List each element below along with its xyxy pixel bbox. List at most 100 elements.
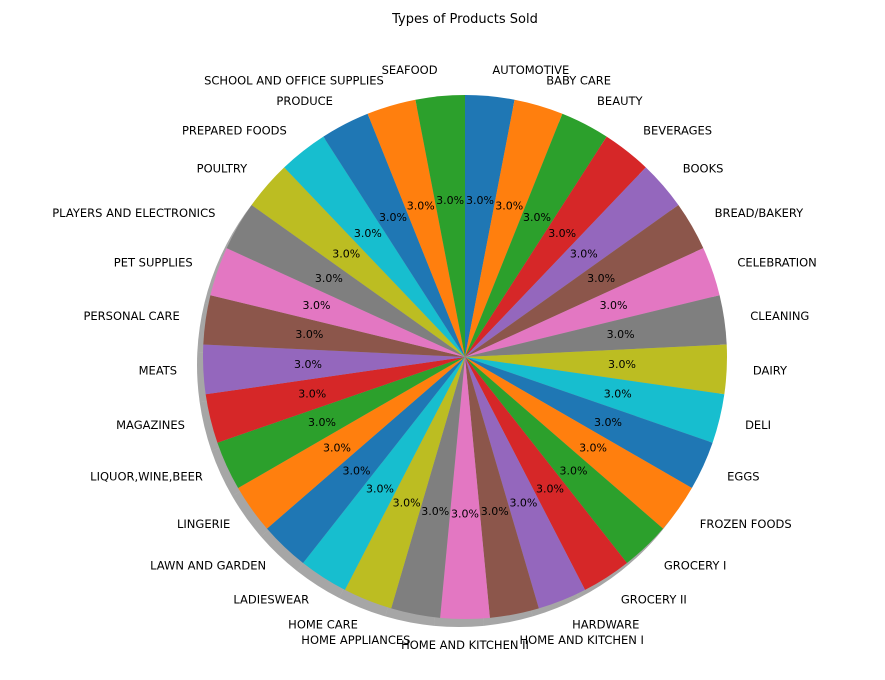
- category-label-celebration: CELEBRATION: [737, 256, 816, 270]
- category-label-liquor-wine-beer: LIQUOR,WINE,BEER: [90, 470, 203, 484]
- category-label-baby-care: BABY CARE: [546, 73, 611, 87]
- category-label-lingerie: LINGERIE: [177, 517, 230, 531]
- category-label-grocery-i: GROCERY I: [664, 559, 727, 573]
- category-label-home-appliances: HOME APPLIANCES: [301, 633, 410, 647]
- percent-label-frozen-foods: 3.0%: [579, 442, 607, 455]
- pie-slice-home-appliances: [391, 357, 465, 618]
- pie-slice-personal-care: [203, 295, 465, 357]
- percent-label-lingerie: 3.0%: [323, 442, 351, 455]
- pie-slice-prepared-foods: [284, 136, 465, 357]
- percent-label-magazines: 3.0%: [298, 388, 326, 401]
- chart-title: Types of Products Sold: [391, 12, 538, 27]
- pie-slice-ladieswear: [303, 357, 465, 590]
- percent-label-home-and-kitchen-ii: 3.0%: [451, 508, 479, 521]
- pie-slice-bread-bakery: [465, 205, 704, 357]
- category-label-poultry: POULTRY: [197, 161, 249, 175]
- category-label-home-and-kitchen-i: HOME AND KITCHEN I: [520, 633, 644, 647]
- category-label-beverages: BEVERAGES: [643, 123, 712, 137]
- pie-percent-labels: 3.0% 3.0%3.0%3.0%3.0%3.0%3.0%3.0%3.0%3.0%…: [294, 194, 636, 521]
- pie-slice-dairy: [465, 344, 727, 395]
- percent-label-beverages: 3.0%: [548, 227, 576, 240]
- percent-label-automotive: 3.0%: [466, 194, 494, 207]
- category-label-produce: PRODUCE: [276, 94, 333, 108]
- pie-slice-automotive: [465, 95, 515, 357]
- category-label-players-and-electronics: PLAYERS AND ELECTRONICS: [52, 206, 215, 220]
- pie-slice-lingerie: [238, 357, 465, 529]
- pie-slice-grocery-i: [465, 357, 664, 563]
- percent-label-lawn-and-garden: 3.0%: [343, 464, 371, 477]
- percent-label-players-and-electronics: 3.0%: [315, 272, 343, 285]
- percent-label-cleaning: 3.0%: [607, 328, 635, 341]
- category-label-eggs: EGGS: [727, 470, 759, 484]
- pie-slice-lawn-and-garden: [266, 357, 465, 563]
- category-label-grocery-ii: GROCERY II: [621, 592, 687, 606]
- category-label-dairy: DAIRY: [753, 364, 788, 378]
- pie-slice-liquor-wine-beer: [217, 357, 465, 488]
- percent-label-grocery-ii: 3.0%: [536, 483, 564, 496]
- category-label-magazines: MAGAZINES: [116, 418, 185, 432]
- pie-slice-baby-care: [465, 99, 563, 357]
- percent-label-home-and-kitchen-i: 3.0%: [481, 505, 509, 518]
- category-label-hardware: HARDWARE: [572, 618, 639, 632]
- percent-label-hardware: 3.0%: [509, 496, 537, 509]
- pie-slice-meats: [203, 344, 465, 395]
- pie-slice-eggs: [465, 357, 713, 488]
- percent-label-meats: 3.0%: [294, 358, 322, 371]
- pie-slice-deli: [465, 357, 725, 443]
- pie-slice-poultry: [251, 167, 465, 357]
- percent-label-school-and-office-supplies: 3.0%: [407, 200, 435, 213]
- pie-slice-beauty: [465, 113, 607, 357]
- category-label-beauty: BEAUTY: [597, 94, 643, 108]
- category-label-personal-care: PERSONAL CARE: [83, 309, 179, 323]
- percent-label-celebration: 3.0%: [600, 299, 628, 312]
- pie-slice-grocery-ii: [465, 357, 627, 590]
- percent-label-eggs: 3.0%: [594, 416, 622, 429]
- percent-label-baby-care: 3.0%: [495, 200, 523, 213]
- category-label-books: BOOKS: [683, 161, 724, 175]
- category-label-home-care: HOME CARE: [288, 618, 358, 632]
- percent-label-deli: 3.0%: [604, 388, 632, 401]
- pie-slice-pet-supplies: [210, 248, 465, 357]
- category-label-meats: MEATS: [139, 364, 178, 378]
- percent-label-produce: 3.0%: [379, 211, 407, 224]
- pie-slice-home-and-kitchen-i: [465, 357, 539, 618]
- pie-slice-frozen-foods: [465, 357, 692, 529]
- pie-slice-celebration: [465, 248, 720, 357]
- pie-slice-magazines: [205, 357, 465, 443]
- category-label-pet-supplies: PET SUPPLIES: [114, 256, 193, 270]
- pie-slice-cleaning: [465, 295, 727, 357]
- percent-label-dairy: 3.0%: [608, 358, 636, 371]
- category-label-home-and-kitchen-ii: HOME AND KITCHEN II: [401, 638, 529, 652]
- pie-slice-hardware: [465, 357, 586, 609]
- pie-slice-home-and-kitchen-ii: [440, 357, 490, 620]
- category-label-ladieswear: LADIESWEAR: [233, 592, 309, 606]
- percent-label-liquor-wine-beer: 3.0%: [308, 416, 336, 429]
- category-label-bread-bakery: BREAD/BAKERY: [715, 206, 805, 220]
- percent-label-ladieswear: 3.0%: [366, 483, 394, 496]
- pie-slice-books: [465, 167, 679, 357]
- percent-label-personal-care: 3.0%: [295, 328, 323, 341]
- pie-slice-school-and-office-supplies: [367, 99, 465, 357]
- category-label-frozen-foods: FROZEN FOODS: [700, 517, 792, 531]
- pie-slice-produce: [323, 113, 465, 357]
- category-label-deli: DELI: [745, 418, 771, 432]
- percent-label-poultry: 3.0%: [332, 248, 360, 261]
- percent-label-books: 3.0%: [570, 248, 598, 261]
- percent-label-prepared-foods: 3.0%: [354, 227, 382, 240]
- percent-label-home-care: 3.0%: [393, 496, 421, 509]
- percent-label-bread-bakery: 3.0%: [587, 272, 615, 285]
- percent-label-home-appliances: 3.0%: [421, 505, 449, 518]
- pie-slices: [203, 95, 727, 620]
- percent-label-grocery-i: 3.0%: [560, 464, 588, 477]
- percent-label-pet-supplies: 3.0%: [302, 299, 330, 312]
- percent-label-seafood: 3.0%: [436, 194, 464, 207]
- pie-slice-home-care: [344, 357, 465, 609]
- category-label-automotive: AUTOMOTIVE: [492, 63, 569, 77]
- category-label-school-and-office-supplies: SCHOOL AND OFFICE SUPPLIES: [204, 73, 384, 87]
- pie-slice-seafood: [415, 95, 465, 357]
- pie-slice-beverages: [465, 136, 646, 357]
- pie-slice-players-and-electronics: [226, 205, 465, 357]
- category-label-lawn-and-garden: LAWN AND GARDEN: [150, 559, 266, 573]
